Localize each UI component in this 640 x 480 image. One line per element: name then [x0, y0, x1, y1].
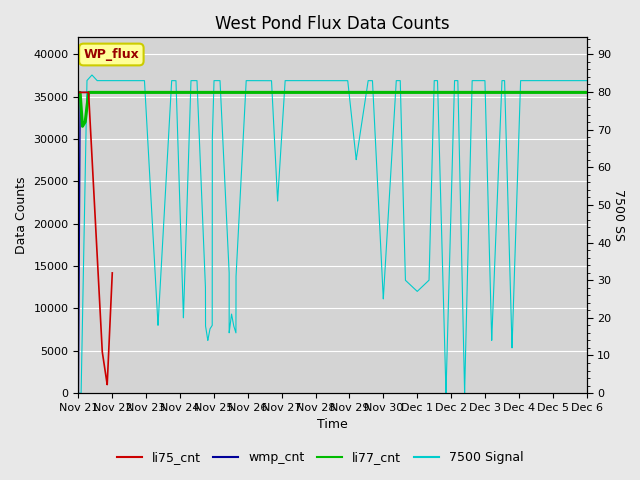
- 7500 Signal: [197, 168, 205, 174]
- li77_cnt: [583, 89, 591, 95]
- Y-axis label: Data Counts: Data Counts: [15, 177, 28, 254]
- li77_cnt: [269, 89, 277, 95]
- wmp_cnt: [381, 89, 388, 95]
- Title: West Pond Flux Data Counts: West Pond Flux Data Counts: [215, 15, 450, 33]
- Line: li77_cnt: li77_cnt: [79, 92, 587, 126]
- 7500 Signal: [88, 72, 96, 78]
- Line: 7500 Signal: 7500 Signal: [79, 75, 587, 393]
- wmp_cnt: [75, 390, 83, 396]
- li77_cnt: [109, 89, 116, 95]
- Line: li75_cnt: li75_cnt: [79, 92, 112, 384]
- Line: wmp_cnt: wmp_cnt: [79, 92, 587, 393]
- li75_cnt: [75, 89, 83, 95]
- 7500 Signal: [381, 277, 388, 283]
- Legend: li75_cnt, wmp_cnt, li77_cnt, 7500 Signal: li75_cnt, wmp_cnt, li77_cnt, 7500 Signal: [112, 446, 528, 469]
- wmp_cnt: [583, 89, 591, 95]
- li77_cnt: [79, 123, 86, 129]
- 7500 Signal: [269, 108, 277, 114]
- li77_cnt: [452, 89, 460, 95]
- Y-axis label: 7500 SS: 7500 SS: [612, 189, 625, 241]
- 7500 Signal: [452, 78, 460, 84]
- 7500 Signal: [583, 78, 591, 84]
- 7500 Signal: [109, 78, 116, 84]
- wmp_cnt: [197, 89, 205, 95]
- wmp_cnt: [109, 89, 116, 95]
- li77_cnt: [197, 89, 205, 95]
- wmp_cnt: [76, 89, 84, 95]
- li77_cnt: [381, 89, 388, 95]
- li77_cnt: [75, 89, 83, 95]
- X-axis label: Time: Time: [317, 419, 348, 432]
- 7500 Signal: [75, 390, 83, 396]
- wmp_cnt: [350, 89, 358, 95]
- Text: WP_flux: WP_flux: [83, 48, 140, 61]
- wmp_cnt: [452, 89, 460, 95]
- 7500 Signal: [350, 137, 358, 143]
- li77_cnt: [350, 89, 358, 95]
- wmp_cnt: [269, 89, 277, 95]
